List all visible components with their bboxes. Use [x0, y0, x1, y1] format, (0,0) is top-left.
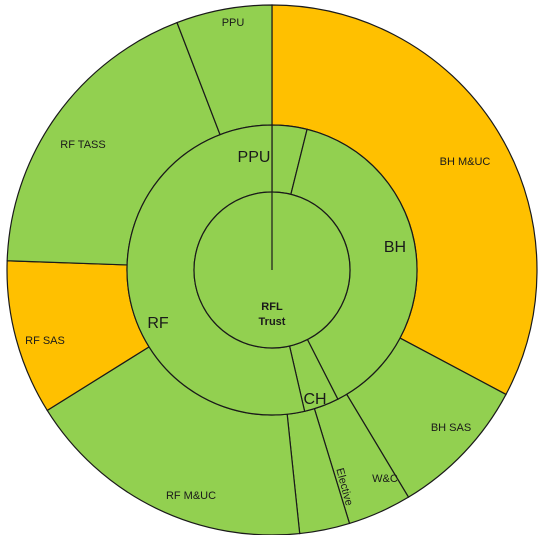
- outer-ring: [6, 4, 538, 535]
- middle-label-ch: CH: [303, 391, 326, 408]
- outer-label-rf-sas-6: RF SAS: [25, 335, 65, 347]
- middle-label-ppu: PPU: [238, 149, 271, 166]
- middle-label-bh: BH: [384, 239, 406, 256]
- middle-label-rf: RF: [147, 315, 169, 332]
- outer-label-bh-manduc-1: BH M&UC: [440, 156, 491, 168]
- center-label-line-2: Trust: [259, 316, 286, 328]
- outer-label-ppu-8: PPU: [222, 17, 245, 29]
- outer-label-rf-tass-7: RF TASS: [60, 139, 105, 151]
- outer-label-wandc-3: W&C: [372, 473, 398, 485]
- outer-label-bh-sas-2: BH SAS: [431, 422, 471, 434]
- center-circle-group: RFL Trust: [193, 191, 351, 349]
- middle-ring: [126, 124, 418, 416]
- center-label-line-1: RFL: [261, 301, 283, 313]
- outer-label-rf-manduc-5: RF M&UC: [166, 490, 216, 502]
